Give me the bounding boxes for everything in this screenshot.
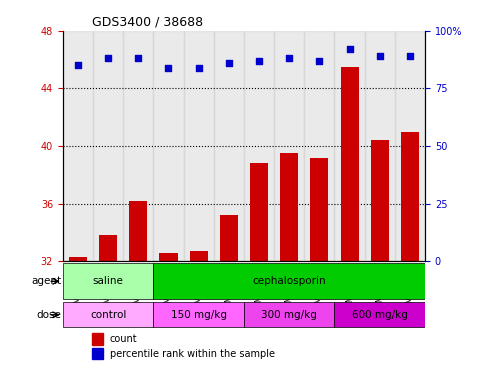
Bar <box>341 67 358 262</box>
Bar <box>154 31 184 262</box>
Point <box>406 53 414 59</box>
Text: 150 mg/kg: 150 mg/kg <box>170 310 227 320</box>
Point <box>376 53 384 59</box>
Point <box>195 65 202 71</box>
Bar <box>184 31 213 262</box>
Text: count: count <box>110 334 138 344</box>
Bar <box>250 164 268 262</box>
Text: 300 mg/kg: 300 mg/kg <box>261 310 317 320</box>
Bar <box>401 132 419 262</box>
Text: 600 mg/kg: 600 mg/kg <box>352 310 408 320</box>
Text: dose: dose <box>36 310 61 320</box>
Bar <box>129 201 147 262</box>
FancyBboxPatch shape <box>334 303 425 327</box>
Point <box>165 65 172 71</box>
FancyBboxPatch shape <box>63 263 154 299</box>
Bar <box>280 153 298 262</box>
Text: GDS3400 / 38688: GDS3400 / 38688 <box>92 15 203 28</box>
Point <box>104 55 112 61</box>
Bar <box>123 31 154 262</box>
Bar <box>63 31 93 262</box>
FancyBboxPatch shape <box>154 263 425 299</box>
Point <box>134 55 142 61</box>
Point <box>346 46 354 52</box>
Bar <box>69 257 87 262</box>
Bar <box>92 333 102 345</box>
Bar <box>220 215 238 262</box>
Point <box>74 62 82 68</box>
Bar <box>274 31 304 262</box>
Point <box>315 58 323 64</box>
Text: agent: agent <box>31 276 61 286</box>
Text: control: control <box>90 310 126 320</box>
Bar <box>92 348 102 359</box>
Text: saline: saline <box>93 276 124 286</box>
Bar <box>334 31 365 262</box>
FancyBboxPatch shape <box>244 303 334 327</box>
FancyBboxPatch shape <box>154 303 244 327</box>
Bar <box>371 140 389 262</box>
Bar <box>93 31 123 262</box>
Point <box>225 60 233 66</box>
Point <box>285 55 293 61</box>
Bar <box>244 31 274 262</box>
Bar <box>159 253 178 262</box>
Point <box>255 58 263 64</box>
Bar <box>99 235 117 262</box>
Bar <box>213 31 244 262</box>
Bar <box>304 31 334 262</box>
Text: cephalosporin: cephalosporin <box>253 276 326 286</box>
Text: percentile rank within the sample: percentile rank within the sample <box>110 349 275 359</box>
FancyBboxPatch shape <box>63 303 154 327</box>
Bar <box>395 31 425 262</box>
Bar <box>189 252 208 262</box>
Bar <box>365 31 395 262</box>
Bar <box>311 157 328 262</box>
